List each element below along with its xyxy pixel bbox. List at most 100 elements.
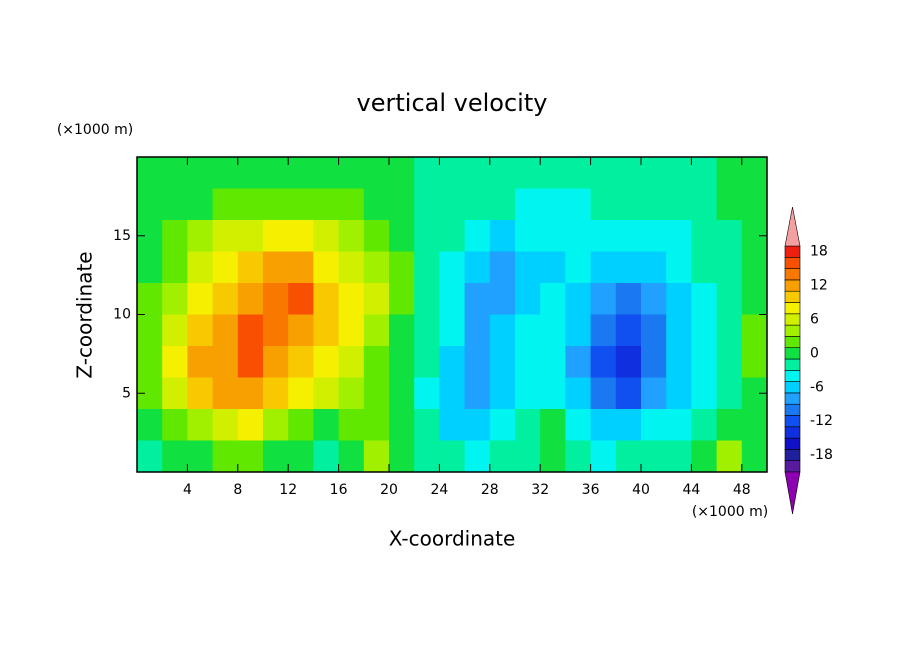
contour-cell — [137, 440, 163, 473]
contour-cell — [590, 314, 617, 347]
contour-cell — [666, 251, 692, 284]
contour-cell — [212, 346, 239, 378]
contour-cell — [615, 157, 642, 189]
contour-cell — [666, 220, 692, 252]
contour-cell — [666, 157, 692, 189]
contour-cell — [288, 283, 314, 315]
contour-cell — [716, 157, 743, 189]
contour-cell — [162, 251, 188, 284]
colorbar-box — [784, 256, 801, 269]
colorbar-box — [784, 449, 801, 461]
contour-cell — [389, 377, 415, 410]
contour-cell — [414, 220, 440, 252]
x-tick-label: 48 — [733, 482, 751, 498]
colorbar-box — [784, 437, 801, 450]
contour-cell — [137, 409, 163, 441]
contour-cell — [288, 377, 314, 410]
colorbar-box — [784, 403, 801, 416]
contour-cell — [439, 283, 466, 315]
contour-cell — [414, 251, 440, 284]
colorbar-label: -12 — [810, 413, 833, 429]
contour-cell — [288, 220, 314, 252]
contour-cell — [741, 251, 768, 284]
contour-cell — [716, 283, 743, 315]
contour-cell — [540, 251, 566, 284]
x-tick-label: 32 — [531, 482, 549, 498]
x-tick-label: 28 — [481, 482, 499, 498]
contour-cell — [389, 251, 415, 284]
contour-cell — [439, 314, 466, 347]
contour-cell — [641, 157, 667, 189]
contour-cell — [162, 188, 188, 221]
contour-cell — [565, 251, 592, 284]
contour-cell — [338, 440, 365, 473]
contour-cell — [464, 314, 491, 347]
contour-cell — [263, 251, 289, 284]
contour-cell — [641, 409, 667, 441]
contour-cell — [590, 440, 617, 473]
colorbar-label: 0 — [810, 345, 819, 361]
contour-cell — [489, 377, 516, 410]
contour-cell — [641, 283, 667, 315]
contour-cell — [741, 409, 768, 441]
contour-cell — [162, 220, 188, 252]
x-tick-label: 20 — [380, 482, 398, 498]
contour-cell — [414, 314, 440, 347]
contour-cell — [313, 188, 340, 221]
contour-cell — [263, 440, 289, 473]
y-tick-label: 10 — [113, 307, 131, 323]
contour-cell — [338, 314, 365, 347]
contour-cell — [439, 409, 466, 441]
contour-cell — [162, 440, 188, 473]
contour-cell — [515, 220, 541, 252]
contour-cell — [237, 220, 264, 252]
contour-cell — [212, 220, 239, 252]
contour-cell — [363, 188, 390, 221]
contour-cell — [615, 409, 642, 441]
colorbar-box — [784, 392, 801, 405]
contour-cell — [338, 409, 365, 441]
contour-cell — [212, 377, 239, 410]
x-tick-label: 44 — [682, 482, 700, 498]
contour-cell — [565, 314, 592, 347]
colorbar-box — [784, 347, 801, 360]
contour-cell — [515, 188, 541, 221]
contour-cell — [263, 220, 289, 252]
contour-cell — [565, 283, 592, 315]
x-tick-label: 4 — [183, 482, 192, 498]
contour-cell — [515, 251, 541, 284]
contour-cell — [741, 314, 768, 347]
contour-cell — [590, 188, 617, 221]
contour-cell — [187, 346, 214, 378]
colorbar-box — [784, 336, 801, 348]
contour-cell — [439, 440, 466, 473]
contour-cell — [464, 188, 491, 221]
contour-cell — [615, 377, 642, 410]
contour-cell — [666, 314, 692, 347]
contour-cell — [338, 346, 365, 378]
contour-cell — [162, 377, 188, 410]
contour-cell — [212, 409, 239, 441]
contour-cell — [666, 346, 692, 378]
contour-cell — [313, 346, 340, 378]
contour-cell — [515, 283, 541, 315]
x-tick-label: 24 — [430, 482, 448, 498]
contour-cell — [212, 251, 239, 284]
contour-cell — [615, 251, 642, 284]
contour-cell — [338, 157, 365, 189]
contour-cell — [716, 220, 743, 252]
contour-cell — [565, 188, 592, 221]
contour-cell — [489, 314, 516, 347]
colorbar-triangle — [784, 471, 801, 515]
colorbar-label: 12 — [810, 278, 828, 294]
contour-cell — [489, 220, 516, 252]
contour-cell — [237, 251, 264, 284]
contour-cell — [716, 346, 743, 378]
colorbar-box — [784, 290, 801, 303]
contour-cell — [590, 346, 617, 378]
contour-cell — [515, 346, 541, 378]
contour-cell — [641, 346, 667, 378]
contour-cell — [741, 346, 768, 378]
contour-cell — [741, 283, 768, 315]
